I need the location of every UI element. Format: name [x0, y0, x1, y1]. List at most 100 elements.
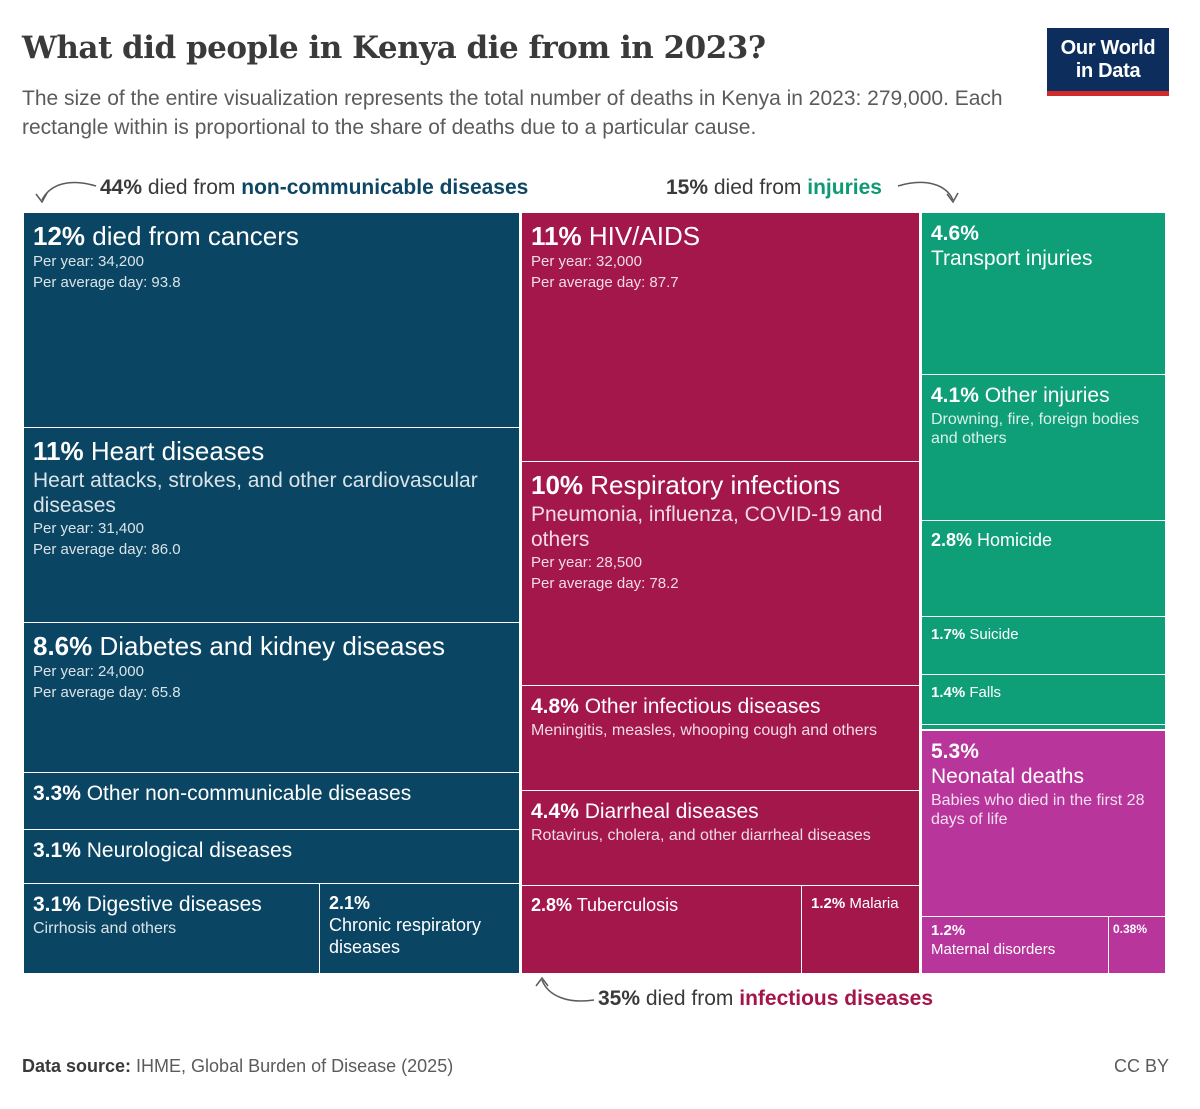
- tile-heart[interactable]: 11% Heart diseases Heart attacks, stroke…: [24, 428, 519, 622]
- data-source-label: Data source:: [22, 1056, 132, 1076]
- tile-small-share: 0.38%: [1113, 922, 1148, 936]
- tile-cancers-label: died from cancers: [92, 221, 299, 251]
- tile-transport-injuries-label: Transport injuries: [931, 247, 1093, 270]
- tile-cancers-title: 12% died from cancers: [33, 221, 511, 251]
- arrow-ncd: [41, 181, 97, 201]
- tile-hiv[interactable]: 11% HIV/AIDS Per year: 32,000 Per averag…: [522, 213, 919, 461]
- group-infectious-pct: 35%: [598, 987, 641, 1010]
- group-label-infectious: 35% died from infectious diseases: [598, 987, 933, 1011]
- tile-suicide-share: 1.7%: [931, 626, 966, 643]
- tile-maternal-label: Maternal disorders: [931, 941, 1056, 958]
- tile-neonatal-description: Babies who died in the first 28 days of …: [931, 792, 1145, 828]
- tile-cancers[interactable]: 12% died from cancers Per year: 34,200 P…: [24, 213, 519, 427]
- tile-other-infectious[interactable]: 4.8% Other infectious diseases Meningiti…: [522, 686, 919, 790]
- tile-malaria[interactable]: 1.2% Malaria: [802, 886, 919, 973]
- group-ncd-text: died from: [142, 176, 242, 199]
- per-day-label: Per average day:: [531, 274, 650, 291]
- group-label-ncd: 44% died from non-communicable diseases: [100, 176, 528, 200]
- group-infectious-text: died from: [640, 987, 740, 1010]
- tile-other-infectious-description: Meningitis, measles, whooping cough and …: [531, 722, 877, 739]
- group-injuries-text: died from: [708, 176, 808, 199]
- tile-digestive-share: 3.1%: [33, 893, 81, 916]
- tile-hiv-per-year: Per year: 32,000: [531, 251, 911, 272]
- tile-cancers-per-year: Per year: 34,200: [33, 251, 511, 272]
- logo-line-1: Our World: [1060, 36, 1156, 59]
- tile-neonatal[interactable]: 5.3% Neonatal deaths Babies who died in …: [922, 731, 1165, 916]
- tile-injury-sliver: [922, 725, 1165, 729]
- tile-malaria-title: 1.2% Malaria: [811, 894, 911, 913]
- tile-respiratory-infections-description: Pneumonia, influenza, COVID-19 and other…: [531, 503, 883, 551]
- tile-diarrheal-share: 4.4%: [531, 800, 579, 823]
- tile-homicide-label: Homicide: [977, 530, 1053, 550]
- arrow-infectious-head: [535, 976, 549, 987]
- tile-diabetes[interactable]: 8.6% Diabetes and kidney diseases Per ye…: [24, 623, 519, 772]
- tile-heart-share: 11%: [33, 436, 84, 466]
- tile-hiv-per-day-value: 87.7: [649, 274, 679, 291]
- tile-transport-injuries[interactable]: 4.6% Transport injuries: [922, 213, 1165, 374]
- license[interactable]: CC BY: [1113, 1056, 1169, 1076]
- tile-respiratory-infections[interactable]: 10% Respiratory infections Pneumonia, in…: [522, 462, 919, 685]
- tile-chronic-respiratory-label: Chronic respiratory diseases: [329, 915, 482, 957]
- tile-respiratory-infections-share: 10%: [531, 470, 584, 500]
- owid-logo[interactable]: Our World in Data: [1047, 28, 1169, 96]
- tile-diabetes-per-day-value: 65.8: [151, 684, 181, 701]
- tile-maternal[interactable]: 1.2% Maternal disorders: [922, 917, 1108, 973]
- per-year-label: Per year:: [33, 520, 99, 537]
- group-infectious-name: infectious diseases: [739, 987, 933, 1010]
- tile-digestive-label: Digestive diseases: [86, 893, 262, 916]
- tile-neurological-share: 3.1%: [33, 839, 81, 862]
- tile-other-infectious-title: 4.8% Other infectious diseases: [531, 694, 911, 719]
- tile-diarrheal[interactable]: 4.4% Diarrheal diseases Rotavirus, chole…: [522, 791, 919, 885]
- per-year-label: Per year:: [33, 253, 99, 270]
- chart-subtitle: The size of the entire visualization rep…: [22, 87, 1003, 139]
- tile-digestive-description: Cirrhosis and others: [33, 920, 177, 937]
- tile-chronic-respiratory[interactable]: 2.1% Chronic respiratory diseases: [320, 884, 519, 973]
- tile-heart-label: Heart diseases: [90, 436, 265, 466]
- tile-neurological[interactable]: 3.1% Neurological diseases: [24, 830, 519, 883]
- tile-hiv-share: 11%: [531, 221, 582, 251]
- tile-neonatal-label: Neonatal deaths: [931, 765, 1084, 788]
- tile-heart-per-day-value: 86.0: [151, 541, 181, 558]
- group-label-injuries: 15% died from injuries: [666, 176, 882, 200]
- tile-respiratory-infections-title: 10% Respiratory infections: [531, 470, 911, 500]
- tile-homicide-share: 2.8%: [931, 530, 973, 550]
- tile-homicide-title: 2.8% Homicide: [931, 529, 1157, 551]
- tile-other-ncd[interactable]: 3.3% Other non-communicable diseases: [24, 773, 519, 829]
- tile-falls-share: 1.4%: [931, 684, 966, 701]
- per-year-label: Per year:: [33, 663, 99, 680]
- tile-digestive-title: 3.1% Digestive diseases: [33, 892, 311, 917]
- tile-diabetes-title: 8.6% Diabetes and kidney diseases: [33, 631, 511, 661]
- tile-other-injuries-share: 4.1%: [931, 384, 979, 407]
- data-source-text: IHME, Global Burden of Disease (2025): [131, 1056, 454, 1076]
- tile-falls-label: Falls: [969, 684, 1002, 701]
- tile-malaria-label: Malaria: [849, 895, 899, 912]
- tile-other-ncd-share: 3.3%: [33, 782, 81, 805]
- tile-transport-injuries-share: 4.6%: [931, 222, 979, 245]
- tile-hiv-label: HIV/AIDS: [588, 221, 701, 251]
- tile-heart-title: 11% Heart diseases: [33, 436, 511, 466]
- tile-homicide[interactable]: 2.8% Homicide: [922, 521, 1165, 616]
- tile-chronic-respiratory-share: 2.1%: [329, 893, 371, 913]
- tile-heart-description: Heart attacks, strokes, and other cardio…: [33, 469, 478, 517]
- tile-respiratory-infections-per-day-value: 78.2: [649, 575, 679, 592]
- tile-cancers-per-year-value: 34,200: [98, 253, 144, 270]
- tile-suicide-title: 1.7% Suicide: [931, 625, 1157, 644]
- tile-falls-title: 1.4% Falls: [931, 683, 1157, 702]
- tile-respiratory-infections-label: Respiratory infections: [590, 470, 841, 500]
- tile-tuberculosis[interactable]: 2.8% Tuberculosis: [522, 886, 801, 973]
- tile-hiv-title: 11% HIV/AIDS: [531, 221, 911, 251]
- tile-falls[interactable]: 1.4% Falls: [922, 675, 1165, 724]
- tile-cancers-per-day: Per average day: 93.8: [33, 272, 511, 293]
- tile-small-0-38[interactable]: 0.38%: [1109, 917, 1165, 973]
- tile-heart-per-year: Per year: 31,400: [33, 518, 511, 539]
- tile-other-ncd-title: 3.3% Other non-communicable diseases: [33, 781, 511, 806]
- tile-other-injuries-title: 4.1% Other injuries: [931, 383, 1157, 408]
- arrow-injuries: [897, 181, 954, 201]
- tile-other-injuries[interactable]: 4.1% Other injuries Drowning, fire, fore…: [922, 375, 1165, 520]
- tile-digestive[interactable]: 3.1% Digestive diseases Cirrhosis and ot…: [24, 884, 319, 973]
- tile-hiv-per-year-value: 32,000: [596, 253, 642, 270]
- tile-tuberculosis-title: 2.8% Tuberculosis: [531, 894, 793, 916]
- group-injuries-name: injuries: [807, 176, 882, 199]
- tile-suicide[interactable]: 1.7% Suicide: [922, 617, 1165, 674]
- tile-other-injuries-description: Drowning, fire, foreign bodies and other…: [931, 411, 1140, 447]
